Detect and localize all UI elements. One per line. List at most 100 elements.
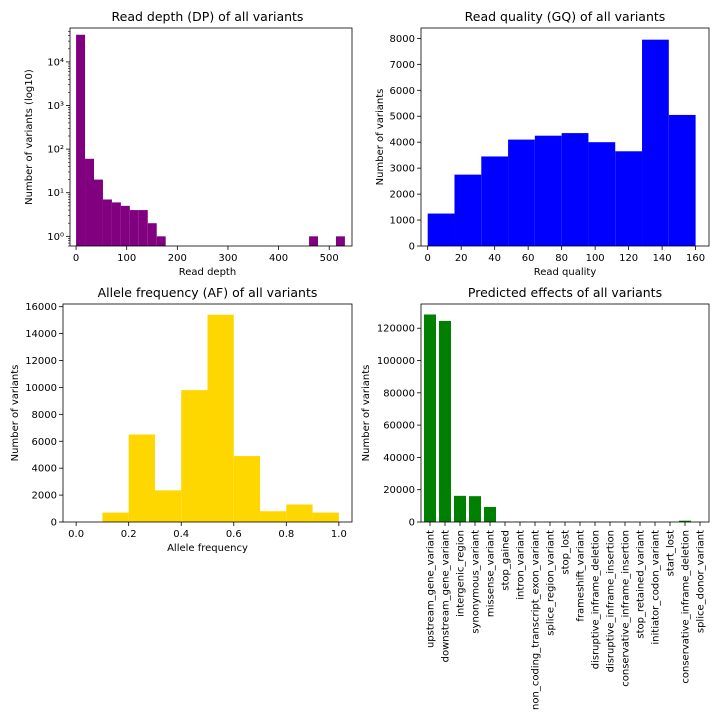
- x-tick-label: missense_variant: [486, 530, 497, 617]
- y-tick-label: 4000: [32, 464, 57, 475]
- y-tick-label: 7000: [390, 60, 415, 71]
- category-bar: [679, 520, 691, 522]
- category-bar: [424, 314, 436, 522]
- y-tick-label: 10⁰: [47, 232, 64, 243]
- y-tick-label: 120000: [377, 324, 415, 335]
- x-tick-label: frameshift_variant: [576, 530, 587, 622]
- x-tick-label: splice_region_variant: [546, 530, 557, 636]
- x-tick-label: stop_gained: [501, 530, 512, 591]
- y-tick-label: 8000: [32, 410, 57, 421]
- x-tick-label: downstream_gene_variant: [441, 530, 452, 662]
- y-tick-label: 10³: [47, 101, 64, 112]
- histogram-bar: [286, 504, 313, 522]
- y-tick-label: 6000: [32, 437, 57, 448]
- histogram-bar: [207, 314, 234, 522]
- y-tick-label: 0: [51, 518, 57, 529]
- histogram-bar: [76, 34, 86, 247]
- histogram-bar: [481, 156, 509, 246]
- histogram-bar: [181, 390, 208, 522]
- y-tick-label: 2000: [390, 190, 415, 201]
- histogram-bar: [534, 135, 562, 246]
- x-tick-label: 80: [555, 253, 568, 264]
- chart-title: Allele frequency (AF) of all variants: [98, 285, 318, 300]
- histogram-bar: [312, 512, 339, 522]
- histogram-bar: [138, 210, 148, 246]
- x-tick-label: 400: [269, 253, 288, 264]
- y-tick-label: 12000: [25, 356, 57, 367]
- category-bar: [439, 320, 451, 522]
- x-tick-label: 300: [218, 253, 237, 264]
- histogram-bar: [128, 434, 155, 522]
- x-tick-label: 40: [488, 253, 501, 264]
- x-tick-label: 20: [455, 253, 468, 264]
- histogram-bar: [454, 174, 482, 246]
- chart-read-depth: Read depth (DP) of all variants Read dep…: [24, 9, 353, 278]
- x-tick-label: 0: [425, 253, 431, 264]
- x-tick-label: 140: [653, 253, 672, 264]
- histogram-bar: [427, 213, 455, 246]
- histogram-bar: [120, 205, 130, 246]
- x-tick-label: 100: [117, 253, 136, 264]
- x-tick-label: 0.0: [68, 529, 84, 540]
- y-axis-label: Number of variants (log10): [24, 69, 35, 205]
- histogram-bar: [588, 142, 616, 246]
- category-bar: [454, 495, 466, 522]
- x-axis-label: Read depth: [179, 267, 236, 278]
- x-tick-label: 500: [320, 253, 339, 264]
- x-tick-label: disruptive_inframe_insertion: [606, 530, 617, 672]
- x-tick-label: initiator_codon_variant: [651, 530, 662, 645]
- x-tick-label: 0.2: [121, 529, 137, 540]
- histogram-bar: [154, 490, 182, 522]
- y-tick-label: 8000: [390, 34, 415, 45]
- x-tick-label: 1.0: [331, 529, 347, 540]
- x-tick-label: 160: [686, 253, 705, 264]
- x-tick-label: upstream_gene_variant: [426, 530, 437, 648]
- x-tick-label: 120: [619, 253, 638, 264]
- y-tick-label: 100000: [377, 356, 415, 367]
- y-tick-label: 40000: [383, 453, 415, 464]
- x-tick-label: stop_lost: [561, 530, 572, 575]
- x-tick-label: 0: [73, 253, 79, 264]
- x-tick-label: start_lost: [666, 530, 677, 576]
- histogram-bar: [129, 210, 139, 246]
- chart-allele-frequency: Allele frequency (AF) of all variants Al…: [10, 285, 353, 554]
- x-tick-label: 0.6: [226, 529, 242, 540]
- histogram-bar: [668, 114, 696, 246]
- histogram-bar: [508, 139, 535, 246]
- plot-frame: [420, 303, 710, 523]
- y-tick-label: 10000: [25, 383, 57, 394]
- y-tick-label: 10¹: [47, 188, 64, 199]
- y-axis-label: Number of variants: [361, 365, 372, 462]
- x-tick-label: non_coding_transcript_exon_variant: [531, 530, 542, 710]
- histogram-bar: [111, 202, 121, 246]
- histogram-bar: [85, 158, 94, 246]
- x-tick-label: 0.8: [278, 529, 294, 540]
- plot-frame: [69, 27, 353, 247]
- y-tick-label: 2000: [32, 491, 57, 502]
- y-tick-label: 80000: [383, 388, 415, 399]
- x-tick-label: 60: [522, 253, 535, 264]
- histogram-bar: [309, 236, 319, 246]
- x-tick-label: splice_donor_variant: [696, 530, 707, 633]
- histogram-bar: [615, 151, 643, 246]
- chart-title: Predicted effects of all variants: [468, 285, 662, 300]
- x-tick-label: intron_variant: [516, 530, 527, 600]
- y-tick-label: 5000: [390, 112, 415, 123]
- x-axis-label: Allele frequency: [167, 543, 248, 554]
- y-tick-label: 3000: [390, 164, 415, 175]
- category-bar: [469, 496, 481, 522]
- x-tick-label: 0.4: [173, 529, 189, 540]
- chart-title: Read depth (DP) of all variants: [112, 9, 304, 24]
- x-tick-label: 100: [586, 253, 605, 264]
- x-tick-label: stop_retained_variant: [636, 530, 647, 639]
- y-axis-label: Number of variants: [10, 365, 21, 462]
- plot-frame: [62, 303, 353, 523]
- histogram-bar: [233, 456, 261, 522]
- histogram-bar: [102, 512, 129, 522]
- histogram-bar: [561, 133, 589, 246]
- y-tick-label: 16000: [25, 302, 57, 313]
- chart-read-quality: Read quality (GQ) of all variants Read q…: [375, 9, 710, 278]
- chart-title: Read quality (GQ) of all variants: [465, 9, 666, 24]
- y-tick-label: 20000: [383, 485, 415, 496]
